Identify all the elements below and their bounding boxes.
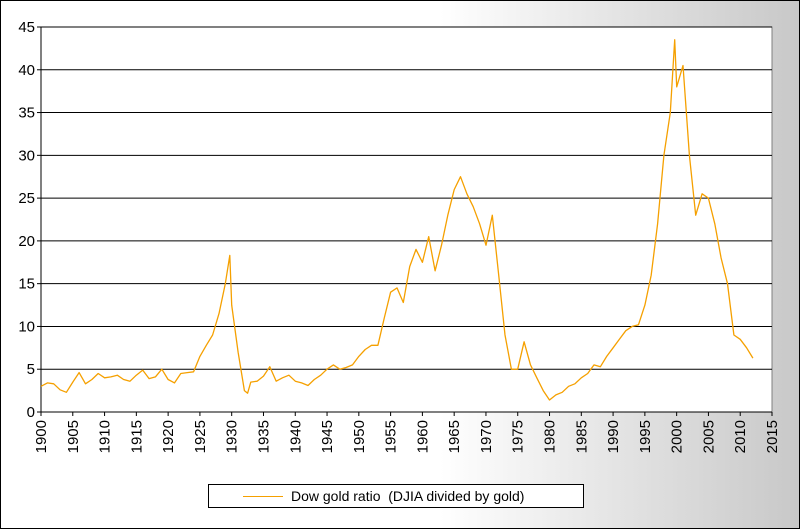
x-tick-label: 1985 — [573, 420, 590, 453]
x-tick-label: 1910 — [97, 420, 114, 453]
x-tick-label: 1955 — [383, 420, 400, 453]
x-tick-label: 1945 — [319, 420, 336, 453]
x-tick-label: 1960 — [414, 420, 431, 453]
x-tick-label: 2000 — [669, 420, 686, 453]
x-tick-label: 1995 — [637, 420, 654, 453]
x-tick-label: 1920 — [160, 420, 177, 453]
x-tick-label: 1970 — [478, 420, 495, 453]
x-tick-label: 1925 — [192, 420, 209, 453]
x-tick-label: 1965 — [446, 420, 463, 453]
y-tick-label: 25 — [18, 190, 35, 207]
x-tick-label: 1950 — [351, 420, 368, 453]
x-tick-label: 1930 — [224, 420, 241, 453]
legend-label: Dow gold ratio (DJIA divided by gold) — [291, 488, 525, 504]
x-tick-label: 1940 — [287, 420, 304, 453]
series-line-dow-gold-ratio — [40, 39, 754, 401]
y-tick-label: 35 — [18, 105, 35, 122]
y-tick-label: 20 — [18, 233, 35, 250]
x-tick-label: 1900 — [33, 420, 50, 453]
x-tick-label: 1905 — [65, 420, 82, 453]
x-tick-label: 2010 — [732, 420, 749, 453]
x-tick-label: 2005 — [700, 420, 717, 453]
y-tick-label: 0 — [27, 404, 35, 421]
y-tick-label: 10 — [18, 318, 35, 335]
y-tick-label: 40 — [18, 62, 35, 79]
legend: Dow gold ratio (DJIA divided by gold) — [208, 484, 584, 508]
y-tick-label: 45 — [18, 19, 35, 36]
plot-area — [40, 26, 773, 413]
x-tick-label: 1990 — [605, 420, 622, 453]
x-tick-label: 1935 — [255, 420, 272, 453]
legend-swatch — [243, 495, 283, 497]
x-tick-label: 1975 — [510, 420, 527, 453]
x-tick-label: 2015 — [764, 420, 781, 453]
y-tick-label: 15 — [18, 276, 35, 293]
y-tick-label: 30 — [18, 147, 35, 164]
x-tick-label: 1915 — [128, 420, 145, 453]
x-tick-label: 1980 — [542, 420, 559, 453]
y-tick-label: 5 — [27, 361, 35, 378]
